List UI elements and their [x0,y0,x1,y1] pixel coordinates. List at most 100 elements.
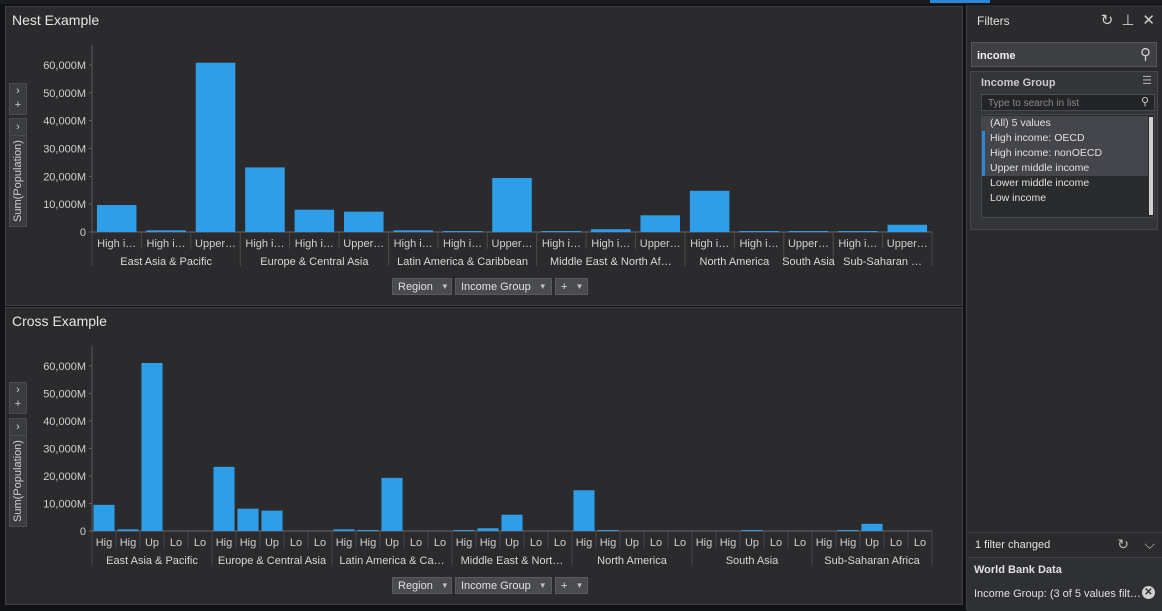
bar[interactable] [146,230,186,232]
y-axis-label-button[interactable]: Sum(Population) [9,435,27,527]
bar[interactable] [117,529,139,531]
y-tick-label: 60,000M [43,361,86,373]
bar[interactable] [573,490,595,531]
bar[interactable] [393,230,433,232]
y-tick-label: 10,000M [43,498,86,510]
reset-icon[interactable]: ↻ [1117,536,1129,552]
close-icon[interactable]: ✕ [1142,12,1155,29]
chevron-right-icon: › [16,421,20,433]
category-label: Hig [576,537,593,549]
y-axis-expand-button[interactable]: › + [9,382,27,414]
region-axis-button[interactable]: Region ▼ [392,577,452,594]
dropdown-arrow-icon: ▼ [575,282,584,291]
category-label: Up [745,537,759,549]
filter-list-item[interactable]: High income: nonOECD [982,146,1148,161]
bar[interactable] [294,209,335,232]
filter-value-list[interactable]: (All) 5 values High income: OECD High inco… [981,114,1155,218]
chevron-right-icon: › [16,85,20,97]
bar[interactable] [442,231,483,232]
category-label: High i… [591,238,630,250]
bar[interactable] [237,508,259,531]
filter-search-input[interactable] [975,46,1129,65]
bar[interactable] [861,523,883,531]
filter-list-item[interactable]: High income: OECD [982,131,1148,146]
bar[interactable] [357,530,379,531]
cross-bar-chart[interactable]: 0 10,000M 20,000M 30,000M 40,000M 50,000M 60,0… [30,328,960,594]
cross-x-axis-selectors: Region ▼ Income Group ▼ + ▼ [392,577,588,594]
region-label: Latin America & Ca… [339,555,444,567]
list-search-input[interactable] [986,96,1130,111]
bar[interactable] [381,477,403,531]
cross-chart-panel[interactable]: Cross Example › + › Sum(Population) 0 10,0… [5,307,963,605]
category-label: Up [505,537,519,549]
bar[interactable] [344,211,384,232]
category-label: High i… [394,238,433,250]
nest-chart-panel[interactable]: Nest Example › + › Sum(Population) 0 10,00… [5,6,963,306]
bar[interactable] [333,529,355,531]
bar[interactable] [195,62,236,232]
y-axis-collapse-button[interactable]: › [9,418,27,436]
nest-x-axis-selectors: Region ▼ Income Group ▼ + ▼ [392,278,588,295]
chevron-down-icon[interactable]: ⌵ [1144,536,1155,552]
region-label: Sub-Saharan Africa [824,555,920,567]
region-label: South Asia [726,555,779,567]
menu-icon[interactable]: ☰ [1142,75,1152,87]
income-group-axis-button[interactable]: Income Group ▼ [455,577,552,594]
category-label: High i… [542,238,581,250]
bar[interactable] [93,504,115,531]
dropdown-arrow-icon: ▼ [575,581,584,590]
bar[interactable] [245,167,285,232]
region-label: Middle East & Nort… [461,555,564,567]
bar[interactable] [492,177,532,232]
add-axis-button[interactable]: + ▼ [555,278,588,295]
list-search-box[interactable]: ⚲ [981,94,1155,111]
reset-icon[interactable]: ↻ [1100,12,1114,29]
bar[interactable] [261,510,283,531]
dropdown-arrow-icon: ▼ [538,282,547,291]
y-tick-label: 30,000M [43,143,86,155]
income-group-axis-button[interactable]: Income Group ▼ [455,278,552,295]
bar[interactable] [788,231,829,232]
active-filter-summary[interactable]: Income Group: (3 of 5 values filt… [974,588,1141,600]
bar[interactable] [689,190,730,232]
y-axis-label-button[interactable]: Sum(Population) [9,135,27,227]
bar[interactable] [640,215,680,232]
nest-bar-chart[interactable]: 0 10,000M 20,000M 30,000M 40,000M 50,000M 60,0… [30,27,960,295]
bar[interactable] [213,466,235,531]
bar[interactable] [453,530,475,531]
bar[interactable] [141,363,163,531]
bar[interactable] [501,514,523,531]
y-axis-expand-button[interactable]: › + [9,83,27,115]
data-source-section: World Bank Data Income Group: (3 of 5 va… [967,557,1162,611]
y-axis-collapse-button[interactable]: › [9,118,27,136]
category-label: High i… [443,238,482,250]
filter-changed-text: 1 filter changed [975,539,1051,551]
filter-list-item[interactable]: Lower middle income [990,177,1090,189]
selection-marker [982,131,985,146]
category-label: Up [265,537,279,549]
active-tab-indicator [930,0,990,3]
category-label: Up [865,537,879,549]
filter-search-box[interactable]: ⚲ [971,42,1157,67]
bar[interactable] [837,530,859,531]
category-label: High i… [245,238,284,250]
bar[interactable] [541,231,582,232]
filter-list-item[interactable]: (All) 5 values [982,116,1148,131]
bar[interactable] [838,231,878,232]
list-scrollbar[interactable] [1149,117,1153,215]
add-axis-button[interactable]: + ▼ [555,577,588,594]
bar[interactable] [96,204,137,232]
filter-list-item[interactable]: Low income [990,192,1047,204]
bar[interactable] [887,224,928,232]
y-tick-label: 20,000M [43,471,86,483]
pin-icon[interactable]: ⊥ [1121,12,1135,29]
region-axis-button[interactable]: Region ▼ [392,278,452,295]
bar[interactable] [741,530,763,531]
clear-filter-icon[interactable]: ✕ [1142,586,1155,599]
bar[interactable] [739,231,779,232]
bar[interactable] [477,528,499,531]
bar[interactable] [591,229,631,232]
filter-list-item[interactable]: Upper middle income [982,161,1148,176]
bar[interactable] [597,530,619,531]
search-icon[interactable]: ⚲ [1140,46,1151,63]
